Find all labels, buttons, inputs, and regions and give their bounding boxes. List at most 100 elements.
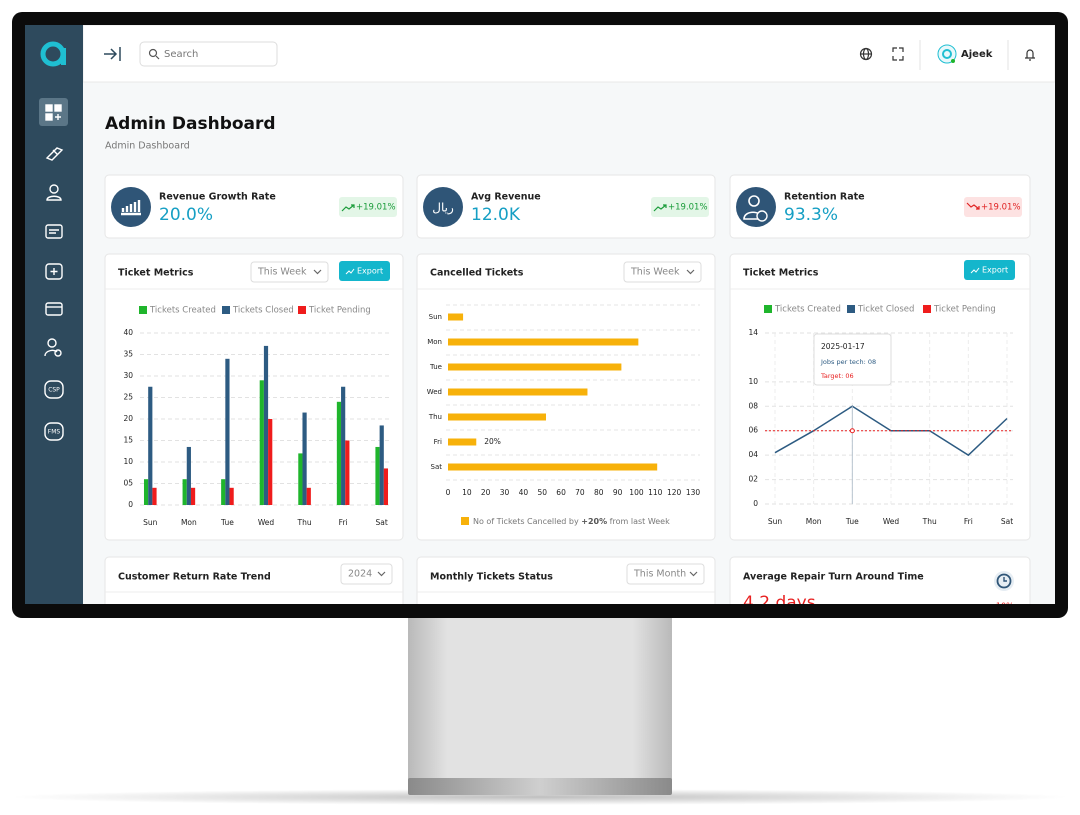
nav-messages[interactable] [45,224,63,239]
nav-csp[interactable] [44,380,64,399]
legend-swatch [764,305,772,313]
legend-part: +20% [581,517,607,526]
x-tick-label: Thu [297,518,312,527]
kpi-label: Retention Rate [784,192,865,203]
kpi-label: Avg Revenue [471,192,541,203]
x-tick-label: 10 [462,488,472,497]
breadcrumb: Admin Dashboard [105,141,190,152]
filter-select[interactable] [626,563,705,585]
nav-add[interactable] [45,263,63,280]
y-tick-label: 25 [123,393,133,402]
legend-swatch [923,305,931,313]
x-tick-label: Wed [258,518,275,527]
y-tick-label: 02 [748,475,758,484]
card-title: Customer Return Rate Trend [118,572,271,583]
chevron [689,571,698,577]
collapse-button[interactable] [104,47,121,61]
bar [375,446,380,505]
kpi-value: 20.0% [159,205,213,225]
y-tick-label: Mon [427,338,442,346]
bar [448,413,546,421]
nav-technicians[interactable] [46,184,62,201]
clock-hands [1003,577,1007,582]
kpi-badge [964,197,1022,217]
export-button[interactable] [339,261,390,281]
x-tick-label: Sat [376,518,388,527]
kpi-value: 12.0K [471,205,521,225]
nav-dashboard[interactable] [45,104,62,121]
x-tick-label: Tue [845,517,859,526]
stand [408,616,672,780]
filter-label: 2024 [348,569,372,580]
x-tick-label: 70 [575,488,585,497]
nav-payments[interactable] [45,302,63,316]
bar [448,363,622,371]
x-tick-label: 50 [537,488,547,497]
legend-label: Tickets Created [149,306,216,316]
bar [448,313,464,321]
bar [143,479,149,505]
nav-active[interactable] [39,98,68,126]
kpi-icon [736,187,776,227]
bar [379,425,384,505]
x-tick-label: Thu [922,517,937,526]
filter-select[interactable] [250,261,329,283]
y-tick-label: 40 [123,328,133,337]
legend-swatch [847,305,855,313]
x-tick-label: Fri [339,518,348,527]
chevron [686,269,695,275]
target-dot [849,428,855,434]
bar [448,463,658,471]
fullscreen-button[interactable] [892,47,904,61]
nav-users[interactable] [44,338,62,357]
bar [298,453,303,505]
screen: CSP FMS Search Ajeek Admin Dashboard Adm… [25,25,1055,611]
bar [302,412,307,505]
x-tick-label: Wed [883,517,900,526]
search-placeholder: Search [164,49,198,60]
filter-label: This Week [630,267,680,278]
card-change: -10% [993,602,1014,611]
icon-bars [121,200,141,216]
search-icon [148,48,160,60]
card [416,253,716,541]
y-tick-label: 15 [123,436,133,445]
nav-tickets[interactable] [45,147,64,161]
kpi-badge [339,197,397,217]
notification-button[interactable] [1025,49,1035,61]
x-tick-label: Sun [143,518,158,527]
y-tick-label: Thu [428,413,442,421]
y-tick-label: 35 [123,350,133,359]
x-tick-label: 40 [519,488,529,497]
x-tick-label: 120 [667,488,682,497]
x-tick-label: 110 [648,488,663,497]
y-tick-label: 30 [123,371,133,380]
x-tick-label: 0 [446,488,451,497]
x-tick-label: 90 [613,488,623,497]
avatar[interactable] [937,44,957,64]
y-tick-label: 0 [128,500,133,509]
filter-select[interactable] [340,563,393,585]
y-tick-label: 05 [123,479,133,488]
kpi-value: 93.3% [784,205,838,225]
filter-select[interactable] [623,261,702,283]
user-name[interactable]: Ajeek [961,49,993,60]
tooltip-jobs: Jobs per tech: 08 [820,358,876,366]
tooltip-target: Target: 06 [820,372,854,380]
export-button[interactable] [964,260,1015,280]
y-tick-label: 20 [123,414,133,423]
bar [383,468,389,505]
clock-face [996,573,1012,589]
export-icon [970,267,980,274]
x-tick-label: Mon [806,517,822,526]
chart-title: Cancelled Tickets [430,268,524,279]
search-box[interactable] [139,41,278,67]
tooltip [813,333,892,386]
language-button[interactable] [859,47,873,61]
export-label: Export [357,267,383,276]
nav-fms[interactable] [44,422,64,441]
bar [448,438,477,446]
trend-arrow [341,204,355,212]
bar [345,440,350,505]
